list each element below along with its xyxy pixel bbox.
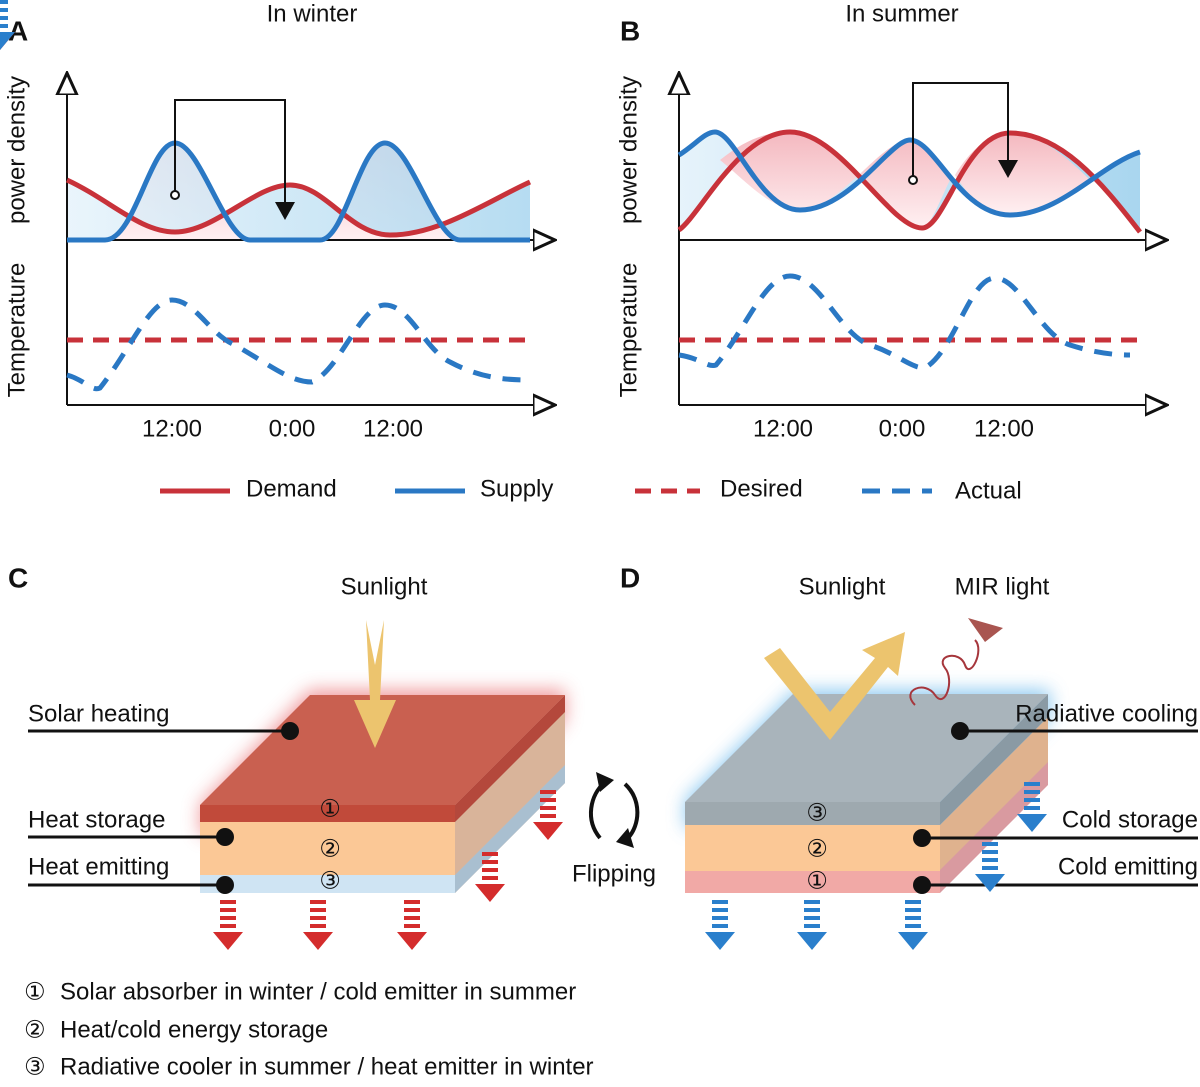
callout-dot (913, 829, 931, 847)
slab-top (685, 694, 1048, 802)
supply-curve (677, 129, 1141, 218)
layer-1 (200, 805, 455, 822)
sunlight-label: Sunlight (341, 573, 428, 600)
actual-curve (678, 273, 1131, 371)
flip-label: Flipping (572, 860, 656, 887)
layer-number: ③ (319, 867, 341, 894)
flip-arrow (596, 772, 614, 792)
notes: ① Solar absorber in winter / cold emitte… (24, 978, 594, 1080)
supply-curve (67, 140, 530, 243)
x-tick-label: 12:00 (753, 415, 813, 442)
callout-dot (216, 876, 234, 894)
mir-label: MIR light (955, 573, 1050, 600)
cold-arrows (0, 0, 1047, 950)
layer-number: ① (319, 795, 341, 822)
callout-label: Cold storage (1062, 806, 1198, 833)
callout-label: Solar heating (28, 700, 169, 727)
slab-side (455, 695, 565, 893)
flip: Flipping (572, 772, 656, 887)
x-tick-label: 0:00 (879, 415, 926, 442)
y-label: power density (3, 76, 30, 224)
panel-a: A In winter power density Temperature 12… (3, 0, 553, 442)
flip-arrow (616, 828, 634, 848)
note-symbol: ③ (24, 1053, 46, 1080)
legend-label: Desired (720, 475, 803, 502)
legend-label: Supply (480, 475, 553, 502)
fill (955, 133, 1090, 215)
point (170, 190, 180, 200)
panel-letter: B (620, 15, 640, 46)
panel-c: C Sunlight ① ② ③ Solar heating Heat stor… (0, 0, 565, 950)
note-symbol: ② (24, 1016, 46, 1043)
note-text: Heat/cold energy storage (60, 1016, 328, 1043)
callout-label: Heat emitting (28, 853, 169, 880)
point (908, 175, 918, 185)
x-tick-label: 12:00 (363, 415, 423, 442)
slab-side (940, 762, 1048, 893)
panel-letter: A (8, 15, 28, 46)
reflection-arrow (764, 632, 905, 740)
layer-number: ③ (806, 799, 828, 826)
demand-curve (677, 129, 1142, 234)
layer-1 (685, 871, 940, 893)
slab-side (940, 694, 1048, 825)
mir-wave (909, 639, 980, 706)
transfer-arrow (174, 99, 295, 220)
callout-label: Cold emitting (1058, 853, 1198, 880)
sunlight-label: Sunlight (799, 573, 886, 600)
flip-arrow (623, 782, 640, 840)
callout-dot (281, 722, 299, 740)
layer-number: ② (319, 835, 341, 862)
panel-b: B In summer power density Temperature 12… (615, 0, 1165, 442)
callout-label: Radiative cooling (1015, 700, 1198, 727)
flip-arrow (588, 780, 607, 840)
slab-side (940, 717, 1048, 873)
note-text: Solar absorber in winter / cold emitter … (60, 978, 576, 1005)
x-tick-label: 12:00 (142, 415, 202, 442)
panel-d: D Sunlight MIR light ③ ② ① Radiative coo… (0, 0, 1198, 950)
callout-label: Heat storage (28, 806, 165, 833)
layer-number: ② (806, 835, 828, 862)
actual-curve (66, 297, 531, 392)
panel-title: In winter (267, 0, 358, 27)
legend: Demand Supply Desired Actual (160, 475, 1022, 504)
panel-letter: C (8, 562, 28, 593)
note-text: Radiative cooler in summer / heat emitte… (60, 1053, 594, 1080)
layer-3 (200, 875, 455, 893)
y-label: Temperature (615, 263, 642, 398)
layer-2 (200, 822, 455, 875)
note-symbol: ① (24, 978, 46, 1005)
sunlight-arrow (354, 620, 396, 748)
slab-side (455, 695, 565, 822)
callout-dot (913, 876, 931, 894)
x-tick-label: 0:00 (269, 415, 316, 442)
x-tick-label: 12:00 (974, 415, 1034, 442)
callout-dot (951, 722, 969, 740)
transfer-arrow (912, 82, 1018, 180)
panel-title: In summer (845, 0, 958, 27)
y-label: Temperature (3, 263, 30, 398)
fill (67, 143, 530, 240)
legend-label: Demand (246, 475, 337, 502)
y-label: power density (615, 76, 642, 224)
layer-number: ① (806, 867, 828, 894)
layer-3 (685, 802, 940, 825)
legend-label: Actual (955, 477, 1022, 504)
layer-2 (685, 825, 940, 871)
callout-dot (216, 828, 234, 846)
panel-letter: D (620, 562, 640, 593)
mir-arrow (968, 618, 1003, 642)
